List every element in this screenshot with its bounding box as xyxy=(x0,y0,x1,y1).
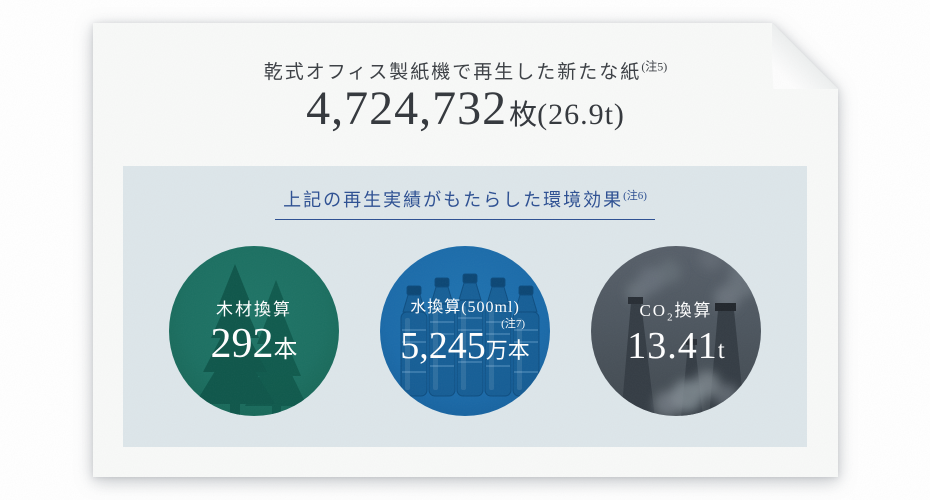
panel-heading-text: 上記の再生実績がもたらした環境効果 xyxy=(283,190,624,210)
panel-heading-note: (注6) xyxy=(623,190,647,202)
headline-unit: 枚 xyxy=(509,100,538,131)
headline-number: 4,724,732 xyxy=(306,82,508,135)
water-unit: 万本 xyxy=(485,338,530,363)
equivalence-circles: 木材換算 292本 xyxy=(123,246,807,416)
page-title-note: (注5) xyxy=(641,59,668,74)
co2-unit: t xyxy=(717,337,725,365)
page-title-text: 乾式オフィス製紙機で再生した新たな紙 xyxy=(263,62,642,83)
water-value: 5,245 xyxy=(400,325,486,367)
wood-value: 292 xyxy=(210,321,274,367)
co2-label: CO2換算 xyxy=(639,301,713,324)
headline-value: 4,724,732枚(26.9t) xyxy=(93,81,838,136)
paper-sheet: 乾式オフィス製紙機で再生した新たな紙(注5) 4,724,732枚(26.9t)… xyxy=(93,23,838,477)
wood-equivalent-circle: 木材換算 292本 xyxy=(169,246,339,416)
co2-equivalent-circle: CO2換算 13.41t xyxy=(591,246,761,416)
page-title: 乾式オフィス製紙機で再生した新たな紙(注5) xyxy=(93,57,838,84)
paper-fold-corner xyxy=(772,23,838,89)
wood-label: 木材換算 xyxy=(216,300,292,319)
co2-value: 13.41 xyxy=(627,325,718,368)
environment-panel: 上記の再生実績がもたらした環境効果(注6) xyxy=(123,166,807,447)
wood-unit: 本 xyxy=(273,337,298,363)
water-equivalent-circle: 水換算(500ml) (注7) 5,245万本 xyxy=(380,246,550,416)
headline-weight: (26.9t) xyxy=(537,98,625,131)
water-label: 水換算(500ml) xyxy=(410,299,520,316)
panel-heading: 上記の再生実績がもたらした環境効果(注6) xyxy=(123,186,807,220)
